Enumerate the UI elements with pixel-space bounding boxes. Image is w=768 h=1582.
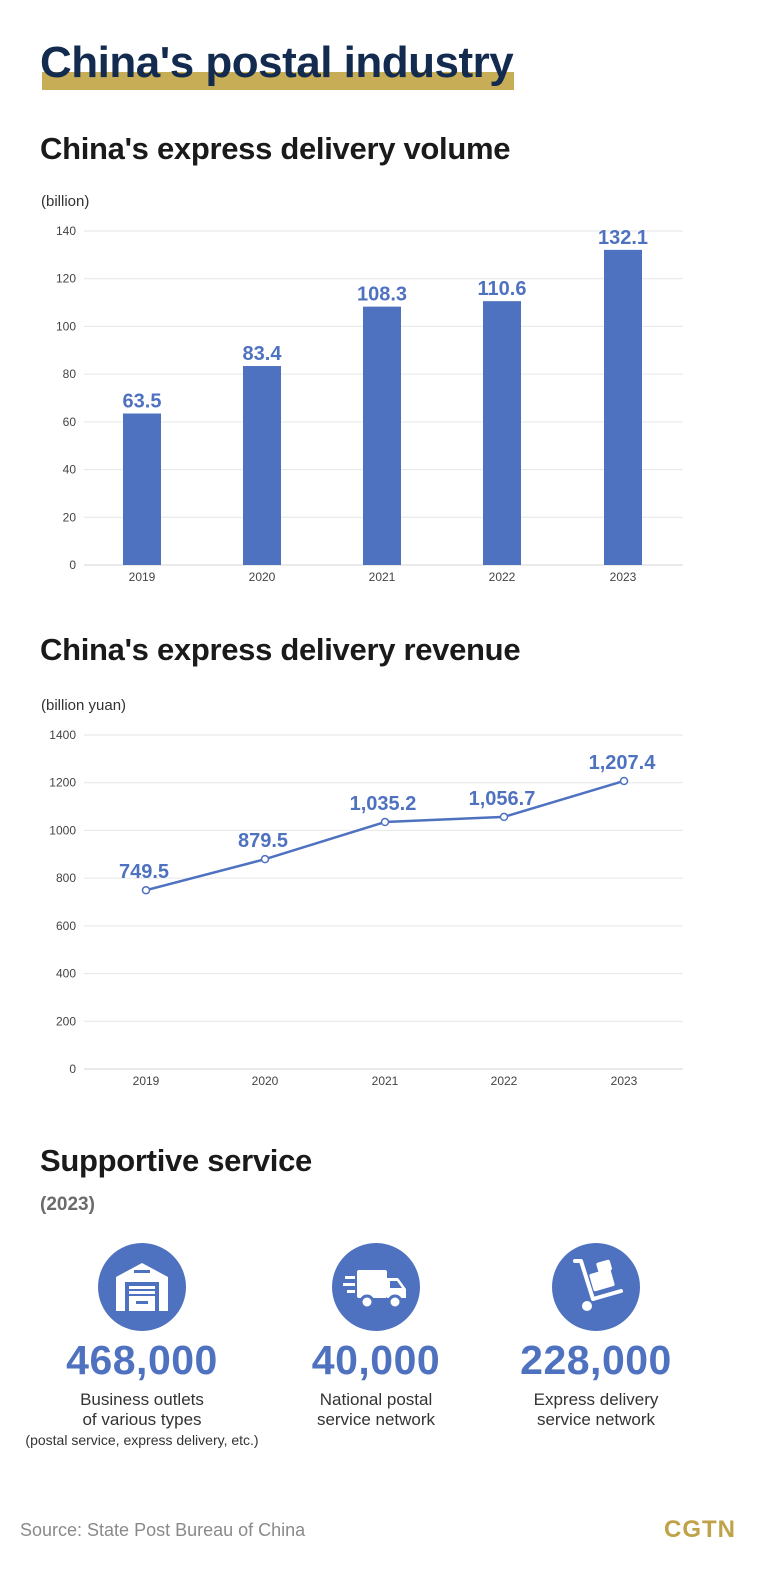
x-tick-label: 2021	[369, 570, 396, 584]
stat-express-network: 228,000 Express delivery service network	[461, 1243, 731, 1430]
volume-bar	[483, 301, 521, 565]
revenue-line-chart: 0 200 400 600 800 1000 1200 1400 2019 2020 2021 202…	[49, 728, 683, 1088]
support-year: (2023)	[40, 1194, 95, 1215]
delivery-truck-icon	[332, 1243, 420, 1331]
y-tick-label: 40	[63, 463, 77, 477]
stat-value: 468,000	[66, 1337, 218, 1383]
x-tick-label: 2023	[610, 570, 637, 584]
bar-value-label: 83.4	[243, 343, 283, 365]
x-tick-label: 2020	[252, 1074, 279, 1088]
stat-label-line2: of various types	[82, 1410, 202, 1429]
page-title: China's postal industry	[40, 38, 514, 87]
volume-bar	[243, 366, 281, 565]
y-tick-label: 1200	[49, 776, 76, 790]
bar-value-label: 108.3	[357, 284, 407, 306]
main-title-block: China's postal industry	[40, 38, 514, 90]
x-tick-label: 2020	[249, 570, 276, 584]
y-tick-label: 200	[56, 1014, 76, 1028]
y-tick-label: 20	[63, 510, 77, 524]
point-value-label: 1,056.7	[469, 788, 536, 810]
x-tick-label: 2019	[129, 570, 156, 584]
stat-label-line1: Express delivery	[533, 1390, 659, 1409]
revenue-point	[260, 854, 270, 864]
y-tick-label: 100	[56, 319, 76, 333]
source-note: Source: State Post Bureau of China	[20, 1520, 306, 1540]
stat-business-outlets: 468,000 Business outlets of various type…	[7, 1243, 277, 1450]
y-tick-label: 400	[56, 967, 76, 981]
y-tick-label: 80	[63, 367, 77, 381]
volume-chart-title: China's express delivery volume	[40, 131, 511, 166]
x-tick-label: 2022	[491, 1074, 518, 1088]
stat-label-line1: National postal	[319, 1390, 433, 1409]
stat-sublabel: (postal service, express delivery, etc.)	[25, 1432, 259, 1448]
revenue-chart-title: China's express delivery revenue	[40, 632, 521, 667]
y-tick-label: 600	[56, 919, 76, 933]
point-value-label: 1,207.4	[589, 752, 657, 774]
warehouse-icon	[98, 1243, 186, 1331]
stat-label-line2: service network	[316, 1410, 436, 1429]
y-tick-label: 0	[69, 1062, 76, 1076]
brand-logo: CGTN	[664, 1516, 736, 1543]
y-tick-label: 1000	[49, 823, 76, 837]
bar-value-label: 63.5	[123, 391, 162, 413]
revenue-point	[141, 885, 151, 895]
x-tick-label: 2021	[372, 1074, 399, 1088]
support-title: Supportive service	[40, 1143, 312, 1178]
y-tick-label: 120	[56, 272, 76, 286]
x-tick-label: 2023	[611, 1074, 638, 1088]
point-value-label: 749.5	[119, 861, 169, 883]
point-value-label: 1,035.2	[350, 793, 417, 815]
stat-value: 40,000	[311, 1337, 441, 1383]
y-tick-label: 140	[56, 224, 76, 238]
bar-value-label: 132.1	[598, 227, 648, 249]
stat-value: 228,000	[520, 1337, 672, 1383]
title-underline	[42, 72, 514, 90]
volume-bar	[604, 249, 642, 565]
x-tick-label: 2019	[133, 1074, 160, 1088]
revenue-point	[619, 776, 629, 786]
y-tick-label: 1400	[49, 728, 76, 742]
revenue-unit-label: (billion yuan)	[41, 697, 127, 714]
revenue-point	[380, 817, 390, 827]
x-tick-label: 2022	[489, 570, 516, 584]
hand-truck-icon	[552, 1243, 640, 1331]
volume-bar	[123, 413, 161, 565]
stat-national-postal: 40,000 National postal service network	[241, 1243, 511, 1430]
point-value-label: 879.5	[238, 830, 288, 852]
y-tick-label: 800	[56, 871, 76, 885]
bar-value-label: 110.6	[478, 278, 527, 300]
volume-bar-chart: 0 20 40 60 80 100 120 140 2019 2020 2021 2022 2023 63…	[56, 224, 683, 584]
stat-label-line2: service network	[536, 1410, 656, 1429]
y-tick-label: 60	[63, 415, 77, 429]
stat-label-line1: Business outlets	[80, 1390, 204, 1409]
y-tick-label: 0	[69, 558, 76, 572]
revenue-point	[499, 812, 509, 822]
volume-bar	[363, 306, 401, 565]
volume-unit-label: (billion)	[41, 193, 90, 210]
